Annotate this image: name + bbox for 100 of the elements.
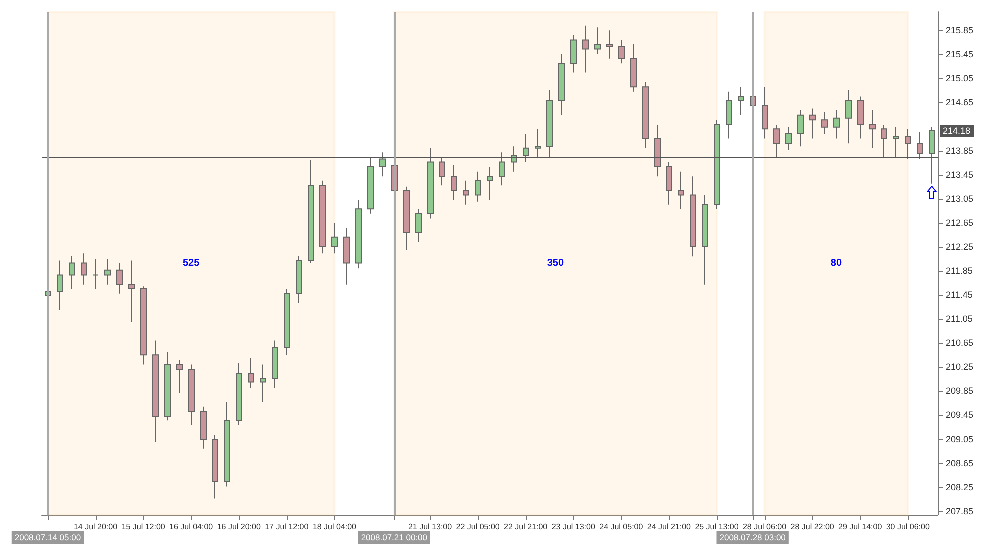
y-tick-label: 215.45 — [946, 50, 974, 60]
y-tick-label: 207.85 — [946, 506, 974, 516]
candlestick — [558, 54, 565, 116]
candlestick — [188, 364, 195, 426]
y-tick-label: 215.05 — [946, 74, 974, 84]
x-tick-label: 18 Jul 04:00 — [312, 522, 358, 532]
x-tick-label: 2008.07.28 03:00 — [720, 532, 786, 542]
candlestick — [606, 30, 613, 60]
candlestick — [893, 126, 899, 158]
candlestick — [104, 258, 111, 286]
candlestick — [535, 128, 541, 158]
band-label: 80 — [830, 258, 842, 269]
candlestick — [463, 180, 469, 206]
candlestick — [523, 133, 529, 163]
candlestick — [379, 152, 386, 178]
x-tick-label: 17 Jul 12:00 — [265, 522, 310, 532]
x-tick-label: 2008.07.14 05:00 — [14, 532, 82, 542]
x-tick-label: 22 Jul 21:00 — [504, 522, 548, 532]
candlestick — [248, 358, 254, 389]
candlestick — [773, 124, 780, 158]
candlestick — [308, 160, 314, 264]
candlestick — [81, 253, 87, 286]
candlestick — [487, 166, 493, 201]
x-tick-label: 24 Jul 05:00 — [600, 522, 644, 532]
candlestick — [929, 126, 935, 184]
candlestick — [296, 255, 302, 304]
candlestick — [200, 406, 207, 450]
x-tick-label: 16 Jul 04:00 — [170, 522, 214, 532]
y-tick-label: 215.85 — [946, 26, 974, 36]
y-tick-label: 208.65 — [946, 458, 974, 468]
y-tick-label: 213.45 — [946, 170, 974, 180]
y-tick-label: 211.85 — [946, 266, 973, 276]
y-tick-label: 214.65 — [946, 98, 974, 108]
x-tick-label: 14 Jul 20:00 — [74, 522, 118, 532]
annotation: 214.18 — [940, 124, 974, 137]
candlestick — [164, 352, 171, 422]
x-tick-label: 2008.07.21 00:00 — [361, 532, 428, 542]
candlestick — [809, 108, 816, 140]
y-tick-label: 211.05 — [946, 314, 973, 324]
candlestick — [152, 340, 159, 443]
x-tick-label: 30 Jul 06:00 — [886, 522, 930, 532]
candlestick — [451, 164, 457, 201]
candlestick — [917, 132, 923, 160]
candlestick — [57, 260, 63, 311]
candlestick — [833, 110, 840, 140]
y-tick-label: 212.25 — [946, 242, 974, 252]
candlestick — [642, 82, 649, 149]
y-tick-label: 211.45 — [946, 290, 973, 300]
x-tick-label: 22 Jul 05:00 — [456, 522, 500, 532]
y-tick-label: 209.45 — [946, 410, 974, 420]
band-label: 525 — [182, 258, 200, 269]
candlestick — [857, 96, 864, 140]
candlestick — [845, 90, 852, 144]
candlestick — [224, 402, 230, 488]
candlestick — [176, 359, 183, 394]
candlestick — [881, 124, 887, 158]
candlestick — [116, 262, 123, 294]
candlestick — [546, 90, 553, 158]
candlestick — [331, 223, 338, 254]
y-tick-label: 209.05 — [946, 434, 974, 444]
y-tick-label: 213.85 — [946, 146, 974, 156]
candlestick — [367, 156, 374, 214]
candlestick — [821, 112, 828, 134]
candlestick — [272, 340, 278, 389]
candlestick — [439, 156, 445, 186]
candlestick — [678, 171, 684, 210]
candlestick — [427, 148, 434, 220]
x-tick-label: 29 Jul 14:00 — [838, 522, 883, 532]
candlestick — [260, 364, 266, 403]
candlestick — [726, 91, 732, 140]
x-tick-label: 21 Jul 13:00 — [408, 522, 453, 532]
y-tick-label: 210.25 — [946, 362, 974, 372]
y-tick-label: 212.65 — [946, 218, 974, 228]
candlestick — [654, 124, 661, 178]
candlestick — [714, 120, 720, 210]
candlestick — [797, 110, 804, 148]
candlestick — [630, 44, 637, 92]
x-tick-label: 28 Jul 22:00 — [790, 522, 835, 532]
candlestick — [236, 362, 242, 426]
x-tick-label: 28 Jul 06:00 — [742, 522, 788, 532]
x-tick-label: 23 Jul 13:00 — [552, 522, 596, 532]
candlestick — [511, 146, 517, 172]
candlestick — [869, 110, 876, 149]
candlestick — [618, 40, 625, 64]
y-tick-label: 209.85 — [946, 386, 974, 396]
candlestick — [738, 86, 744, 116]
candlestick — [343, 228, 350, 286]
candlestick — [666, 162, 672, 206]
x-tick-label: 25 Jul 13:00 — [695, 522, 740, 532]
y-tick-label: 213.05 — [946, 194, 974, 204]
candlestick — [570, 34, 577, 74]
x-tick-label: 24 Jul 21:00 — [647, 522, 692, 532]
band-label: 350 — [547, 258, 564, 269]
candlestick — [702, 194, 708, 286]
y-tick-label: 208.25 — [946, 482, 974, 492]
candlestick — [415, 208, 422, 243]
candlestick — [319, 180, 326, 254]
candlestick — [594, 27, 601, 55]
candlestick — [355, 200, 362, 270]
candlestick — [582, 25, 589, 74]
